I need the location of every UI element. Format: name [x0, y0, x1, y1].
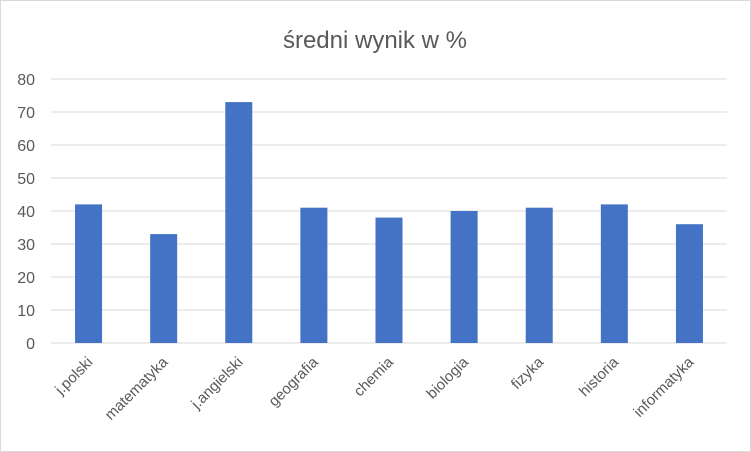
x-category-label: biologia [423, 353, 472, 402]
x-category-label: informatyka [630, 353, 697, 420]
chart-title: średni wynik w % [283, 27, 467, 54]
y-tick-label: 40 [17, 204, 35, 221]
bar-biologia [450, 211, 478, 343]
y-tick-label: 50 [17, 171, 35, 188]
bar-informatyka [675, 224, 703, 343]
x-axis-categories: j.polski matematyka j.angielski geografia ch… [51, 353, 698, 423]
bar-fizyka [525, 207, 553, 343]
bar-geografia [300, 207, 328, 343]
bars [75, 102, 703, 343]
y-tick-label: 20 [17, 270, 35, 287]
y-tick-label: 0 [26, 336, 35, 353]
x-category-label: j.polski [51, 354, 96, 399]
x-category-label: j.angielski [187, 354, 246, 413]
bar-j.polski [75, 204, 103, 343]
y-tick-label: 30 [17, 237, 35, 254]
x-category-label: chemia [351, 353, 398, 400]
bar-chemia [375, 217, 403, 343]
x-category-label: fizyka [508, 353, 548, 393]
bar-j.angielski [225, 102, 253, 343]
y-tick-label: 70 [17, 105, 35, 122]
x-category-label: geografia [265, 353, 322, 410]
bar-historia [600, 204, 628, 343]
x-category-label: historia [576, 353, 623, 400]
y-axis-ticks: 0 10 20 30 40 50 60 70 80 [17, 72, 35, 353]
y-tick-label: 10 [17, 303, 35, 320]
x-category-label: matematyka [102, 353, 172, 423]
bar-matematyka [150, 234, 178, 343]
y-tick-label: 60 [17, 138, 35, 155]
y-tick-label: 80 [17, 72, 35, 89]
